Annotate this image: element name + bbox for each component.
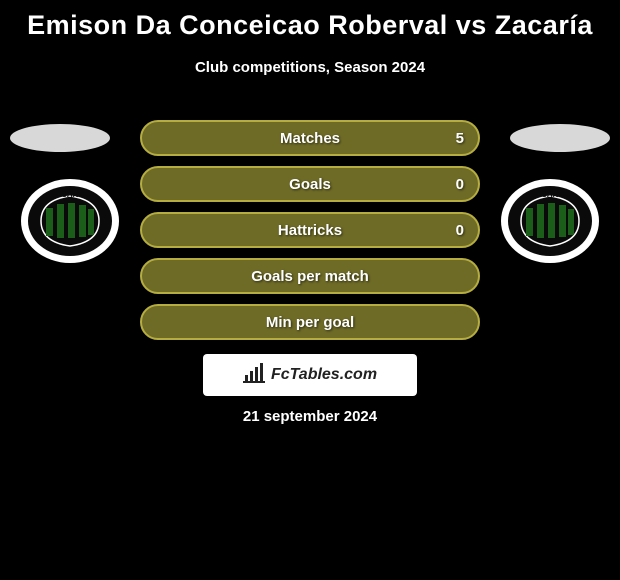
svg-text:SAN: SAN xyxy=(62,190,79,199)
bar-chart-icon xyxy=(243,363,265,388)
page-subtitle: Club competitions, Season 2024 xyxy=(0,59,620,76)
stat-row-mpg: Min per goal xyxy=(140,304,480,340)
stat-label: Goals per match xyxy=(251,268,369,285)
stat-value-right: 5 xyxy=(456,130,464,147)
stat-label: Matches xyxy=(280,130,340,147)
stat-row-matches: Matches 5 xyxy=(140,120,480,156)
player-right-avatar xyxy=(510,124,610,152)
stat-label: Goals xyxy=(289,176,331,193)
stat-value-right: 0 xyxy=(456,222,464,239)
stat-row-hattricks: Hattricks 0 xyxy=(140,212,480,248)
stats-list: Matches 5 Goals 0 Hattricks 0 Goals per … xyxy=(140,120,480,350)
player-left-avatar xyxy=(10,124,110,152)
stat-label: Hattricks xyxy=(278,222,342,239)
stat-row-gpm: Goals per match xyxy=(140,258,480,294)
svg-text:MARTIN: MARTIN xyxy=(536,249,563,256)
svg-text:SAN: SAN xyxy=(542,190,559,199)
comparison-card: Emison Da Conceicao Roberval vs Zacaría … xyxy=(0,0,620,580)
brand-box[interactable]: FcTables.com xyxy=(203,354,417,396)
page-title: Emison Da Conceicao Roberval vs Zacaría xyxy=(0,0,620,41)
stat-label: Min per goal xyxy=(266,314,354,331)
svg-text:MARTIN: MARTIN xyxy=(56,249,83,256)
stat-row-goals: Goals 0 xyxy=(140,166,480,202)
club-badge-right: SAN MARTIN xyxy=(500,178,600,264)
stat-value-right: 0 xyxy=(456,176,464,193)
date-text: 21 september 2024 xyxy=(0,408,620,425)
club-badge-left: SAN MARTIN xyxy=(20,178,120,264)
brand-text: FcTables.com xyxy=(271,366,377,384)
